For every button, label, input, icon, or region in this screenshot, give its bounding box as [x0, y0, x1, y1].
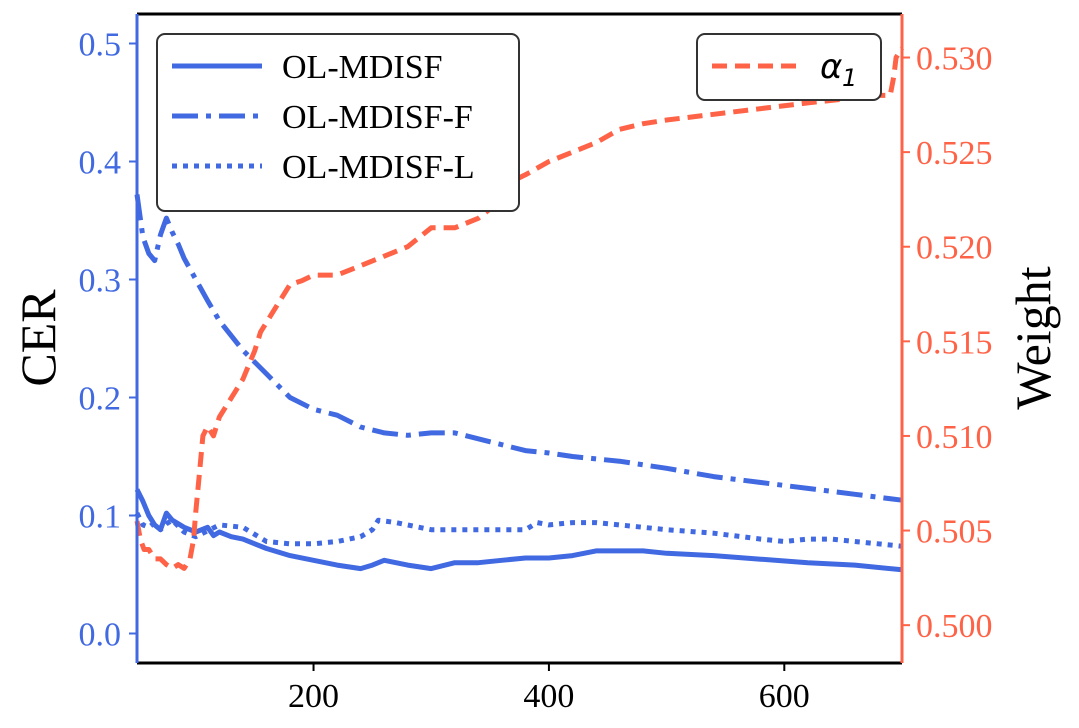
left-tick-label-2: 0.2 [79, 381, 122, 418]
series-line-3 [134, 46, 905, 571]
axes: 200 400 600 0.0 0.1 0.2 0.3 0.4 0.5 0.500 0.505 0.5… [79, 12, 993, 715]
legend-left-label-2: OL-MDISF-L [282, 149, 475, 186]
right-tick-label-2: 0.510 [916, 419, 993, 456]
legend-left-box [156, 33, 520, 212]
right-tick-label-4: 0.520 [916, 230, 993, 267]
right-tick-label-6: 0.530 [916, 41, 993, 78]
left-tick-label-5: 0.5 [79, 27, 122, 64]
right-tick-label-5: 0.525 [916, 135, 993, 172]
plot-lines [134, 46, 905, 573]
legend-right-subscript: 1 [842, 64, 857, 92]
y-axis-label-left: CER [10, 289, 66, 387]
left-tick-label-1: 0.1 [79, 499, 122, 536]
legend-left-label-0: OL-MDISF [282, 49, 443, 86]
legend-right-symbol: α [820, 47, 842, 87]
right-tick-label-1: 0.505 [916, 514, 993, 551]
left-tick-label-4: 0.4 [79, 145, 122, 182]
left-tick-label-3: 0.3 [79, 263, 122, 300]
x-tick-label-0: 200 [288, 678, 339, 715]
legend-left: OL-MDISF OL-MDISF-F OL-MDISF-L [156, 33, 520, 212]
series-line-2 [134, 511, 903, 549]
y-axis-label-right: Weight [1005, 266, 1061, 409]
x-tick-label-2: 600 [759, 678, 810, 715]
series-line-1 [134, 194, 903, 503]
left-tick-label-0: 0.0 [79, 617, 122, 654]
x-tick-label-1: 400 [523, 678, 574, 715]
series-line-0 [134, 488, 903, 573]
right-tick-label-0: 0.500 [916, 608, 993, 645]
legend-left-label-1: OL-MDISF-F [282, 99, 473, 136]
right-tick-label-3: 0.515 [916, 324, 993, 361]
